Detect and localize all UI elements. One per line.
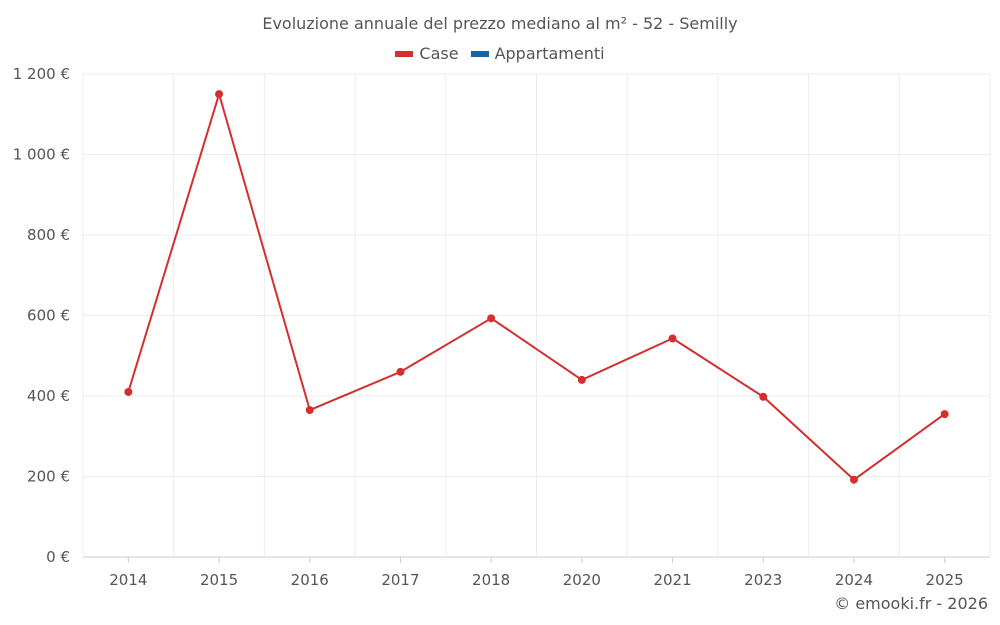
data-point xyxy=(577,375,586,384)
x-tick-label: 2021 xyxy=(653,571,691,589)
y-tick-label: 0 € xyxy=(46,548,70,566)
legend-swatch-appartamenti xyxy=(470,50,489,57)
x-tick-label: 2015 xyxy=(200,571,238,589)
data-point xyxy=(396,367,405,376)
credit-text: © emooki.fr - 2026 xyxy=(834,594,988,613)
data-point xyxy=(124,387,133,396)
y-tick-label: 400 € xyxy=(27,387,70,405)
legend-item-appartamenti[interactable]: Appartamenti xyxy=(470,44,605,63)
x-tick-label: 2018 xyxy=(472,571,510,589)
chart-title: Evoluzione annuale del prezzo mediano al… xyxy=(262,14,738,33)
legend-label-case: Case xyxy=(419,44,459,63)
y-tick-label: 200 € xyxy=(27,468,70,486)
x-tick-label: 2025 xyxy=(926,571,964,589)
legend-item-case[interactable]: Case xyxy=(395,44,459,63)
data-point xyxy=(487,314,496,323)
x-tick-label: 2017 xyxy=(381,571,419,589)
y-tick-label: 800 € xyxy=(27,226,70,244)
x-tick-label: 2016 xyxy=(291,571,329,589)
x-tick-label: 2024 xyxy=(835,571,873,589)
data-point xyxy=(849,475,858,484)
data-point xyxy=(215,90,224,99)
legend: Case Appartamenti xyxy=(0,44,1000,63)
legend-label-appartamenti: Appartamenti xyxy=(494,44,605,63)
series-line-case xyxy=(127,93,946,481)
y-tick-label: 600 € xyxy=(27,307,70,325)
x-tick-label: 2014 xyxy=(109,571,147,589)
x-tick-label: 2023 xyxy=(744,571,782,589)
legend-swatch-case xyxy=(395,50,414,57)
x-tick-label: 2020 xyxy=(563,571,601,589)
y-tick-label: 1 200 € xyxy=(13,65,70,83)
data-point xyxy=(759,392,768,401)
y-tick-label: 1 000 € xyxy=(13,146,70,164)
data-point xyxy=(305,406,314,415)
data-point xyxy=(668,334,677,343)
data-point xyxy=(940,410,949,419)
